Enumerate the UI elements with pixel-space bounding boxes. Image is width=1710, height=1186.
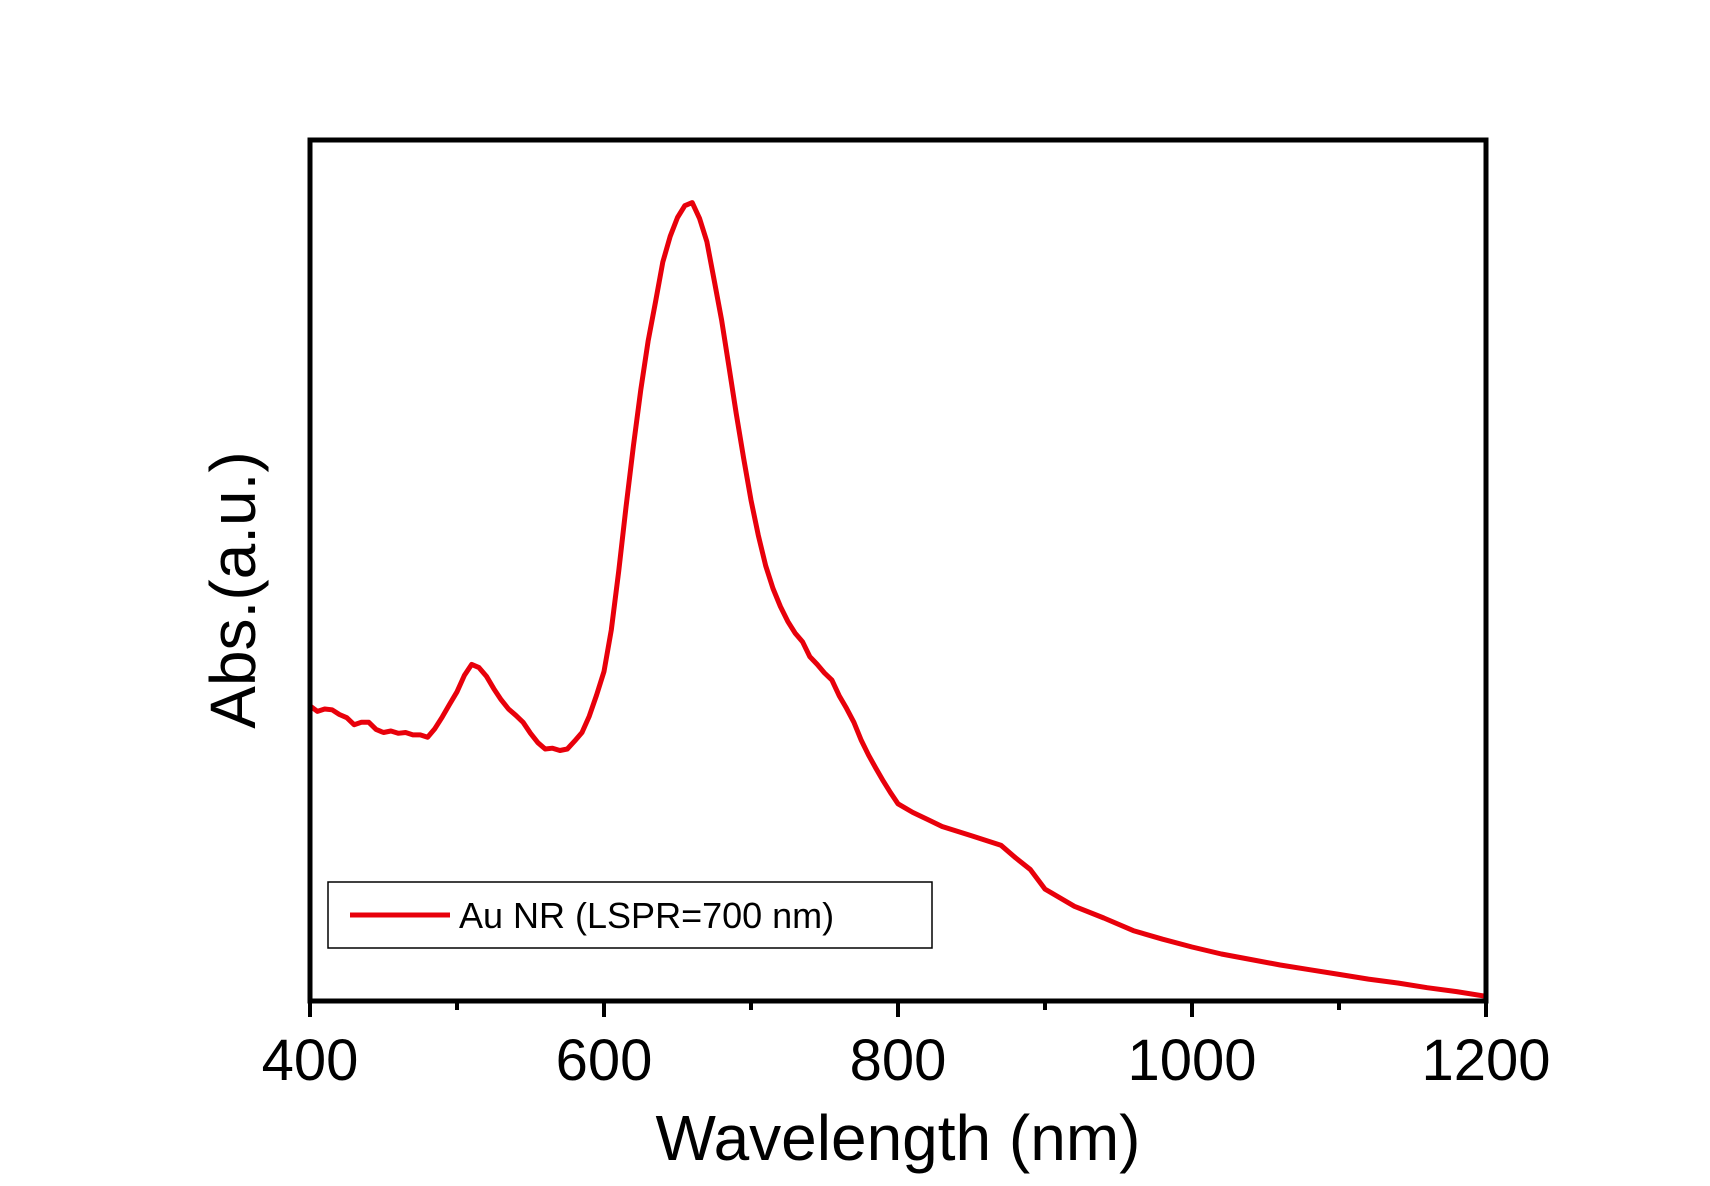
plot-layer [308, 200, 1487, 999]
legend: Au NR (LSPR=700 nm) [327, 881, 933, 949]
x-tick-label: 600 [556, 1028, 653, 1093]
x-tick-label: 1000 [1127, 1028, 1256, 1093]
ticks-layer: 400 600 800 1000 1200 [262, 1001, 1551, 1093]
series-line-0 [308, 200, 1487, 999]
legend-label: Au NR (LSPR=700 nm) [459, 895, 834, 936]
plot-frame [307, 137, 1489, 1004]
x-axis-title: Wavelength (nm) [656, 1102, 1141, 1174]
x-tick-label: 800 [850, 1028, 947, 1093]
y-axis-title: Abs.(a.u.) [197, 451, 269, 728]
x-tick-label: 400 [262, 1028, 359, 1093]
x-tick-label: 1200 [1421, 1028, 1550, 1093]
